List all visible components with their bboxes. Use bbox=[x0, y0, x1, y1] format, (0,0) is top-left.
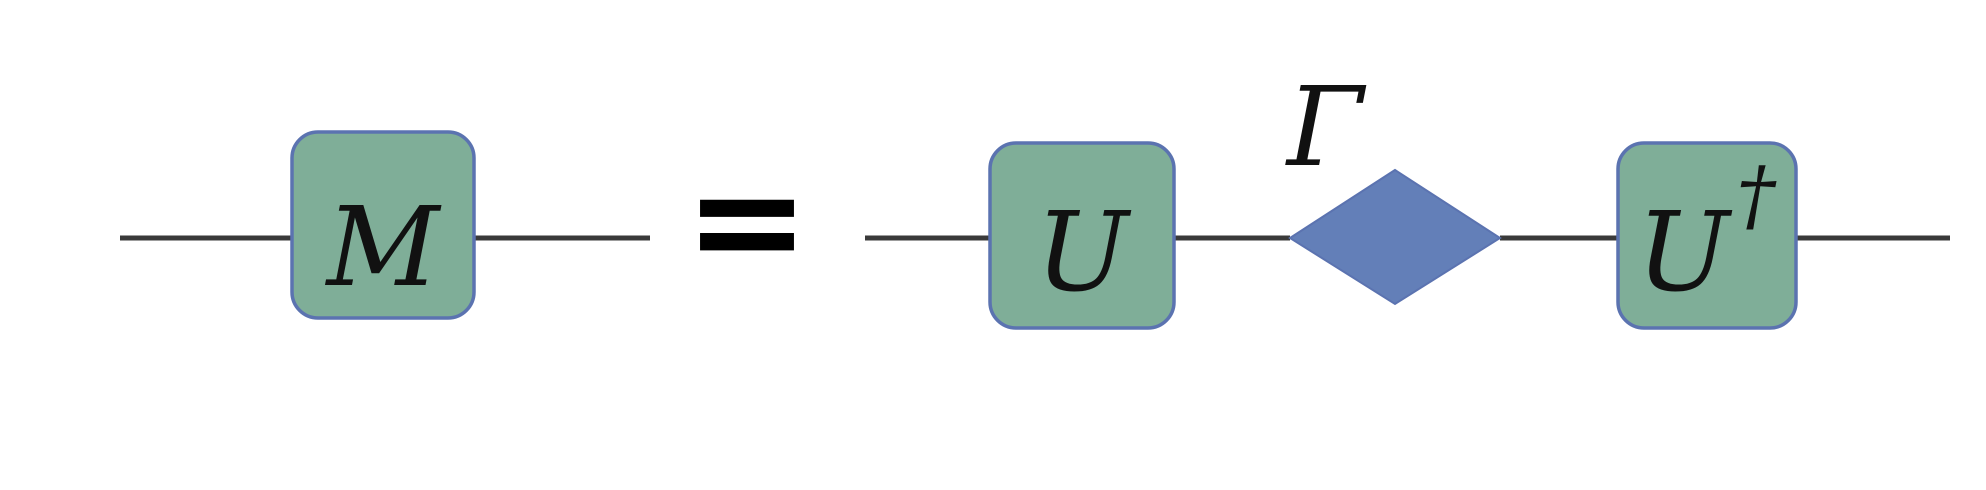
gamma-label: Γ bbox=[1285, 63, 1367, 191]
equals-sign: = bbox=[684, 134, 810, 308]
gamma-diamond bbox=[1288, 168, 1502, 306]
lhs-expression: M bbox=[120, 130, 650, 320]
tensor-u-box bbox=[988, 141, 1176, 330]
tensor-m-box bbox=[290, 130, 476, 320]
dagger-superscript: † bbox=[1737, 151, 1778, 241]
tensor-u-label: U bbox=[1036, 188, 1132, 316]
tensor-u-dagger-label: U bbox=[1637, 188, 1733, 316]
rhs-expression: U Γ U † bbox=[865, 63, 1950, 330]
tensor-u-dagger-box bbox=[1616, 141, 1798, 330]
tensor-m-label: M bbox=[325, 183, 442, 311]
